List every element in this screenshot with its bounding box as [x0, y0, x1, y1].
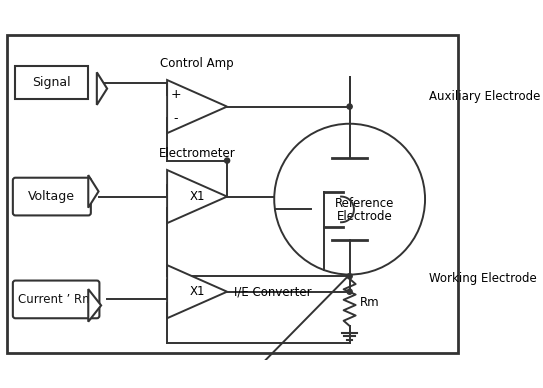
Text: X1: X1 [190, 285, 205, 298]
Text: Electrometer: Electrometer [159, 147, 236, 160]
Polygon shape [89, 289, 101, 322]
Text: Control Amp: Control Amp [160, 57, 234, 70]
Text: Rm: Rm [360, 296, 380, 309]
Text: Reference: Reference [336, 197, 395, 210]
Text: Electrode: Electrode [337, 210, 393, 223]
Text: -: - [173, 112, 178, 125]
Polygon shape [97, 72, 107, 105]
Polygon shape [167, 170, 227, 223]
FancyBboxPatch shape [13, 281, 99, 318]
Text: Voltage: Voltage [28, 190, 75, 203]
Circle shape [274, 124, 425, 275]
Text: I/E Converter: I/E Converter [234, 285, 312, 298]
FancyBboxPatch shape [15, 66, 89, 99]
Polygon shape [89, 175, 98, 208]
Text: +: + [171, 88, 181, 101]
Text: Current ’ Rm: Current ’ Rm [18, 293, 94, 306]
Text: Working Electrode: Working Electrode [430, 272, 537, 285]
Circle shape [347, 289, 352, 294]
Polygon shape [167, 265, 227, 318]
Text: Auxiliary Electrode: Auxiliary Electrode [430, 90, 541, 103]
Text: X1: X1 [190, 190, 205, 203]
Circle shape [224, 158, 230, 163]
Polygon shape [167, 80, 227, 133]
Circle shape [347, 104, 352, 109]
FancyBboxPatch shape [13, 178, 91, 215]
Circle shape [347, 274, 352, 279]
Text: Signal: Signal [33, 76, 71, 89]
